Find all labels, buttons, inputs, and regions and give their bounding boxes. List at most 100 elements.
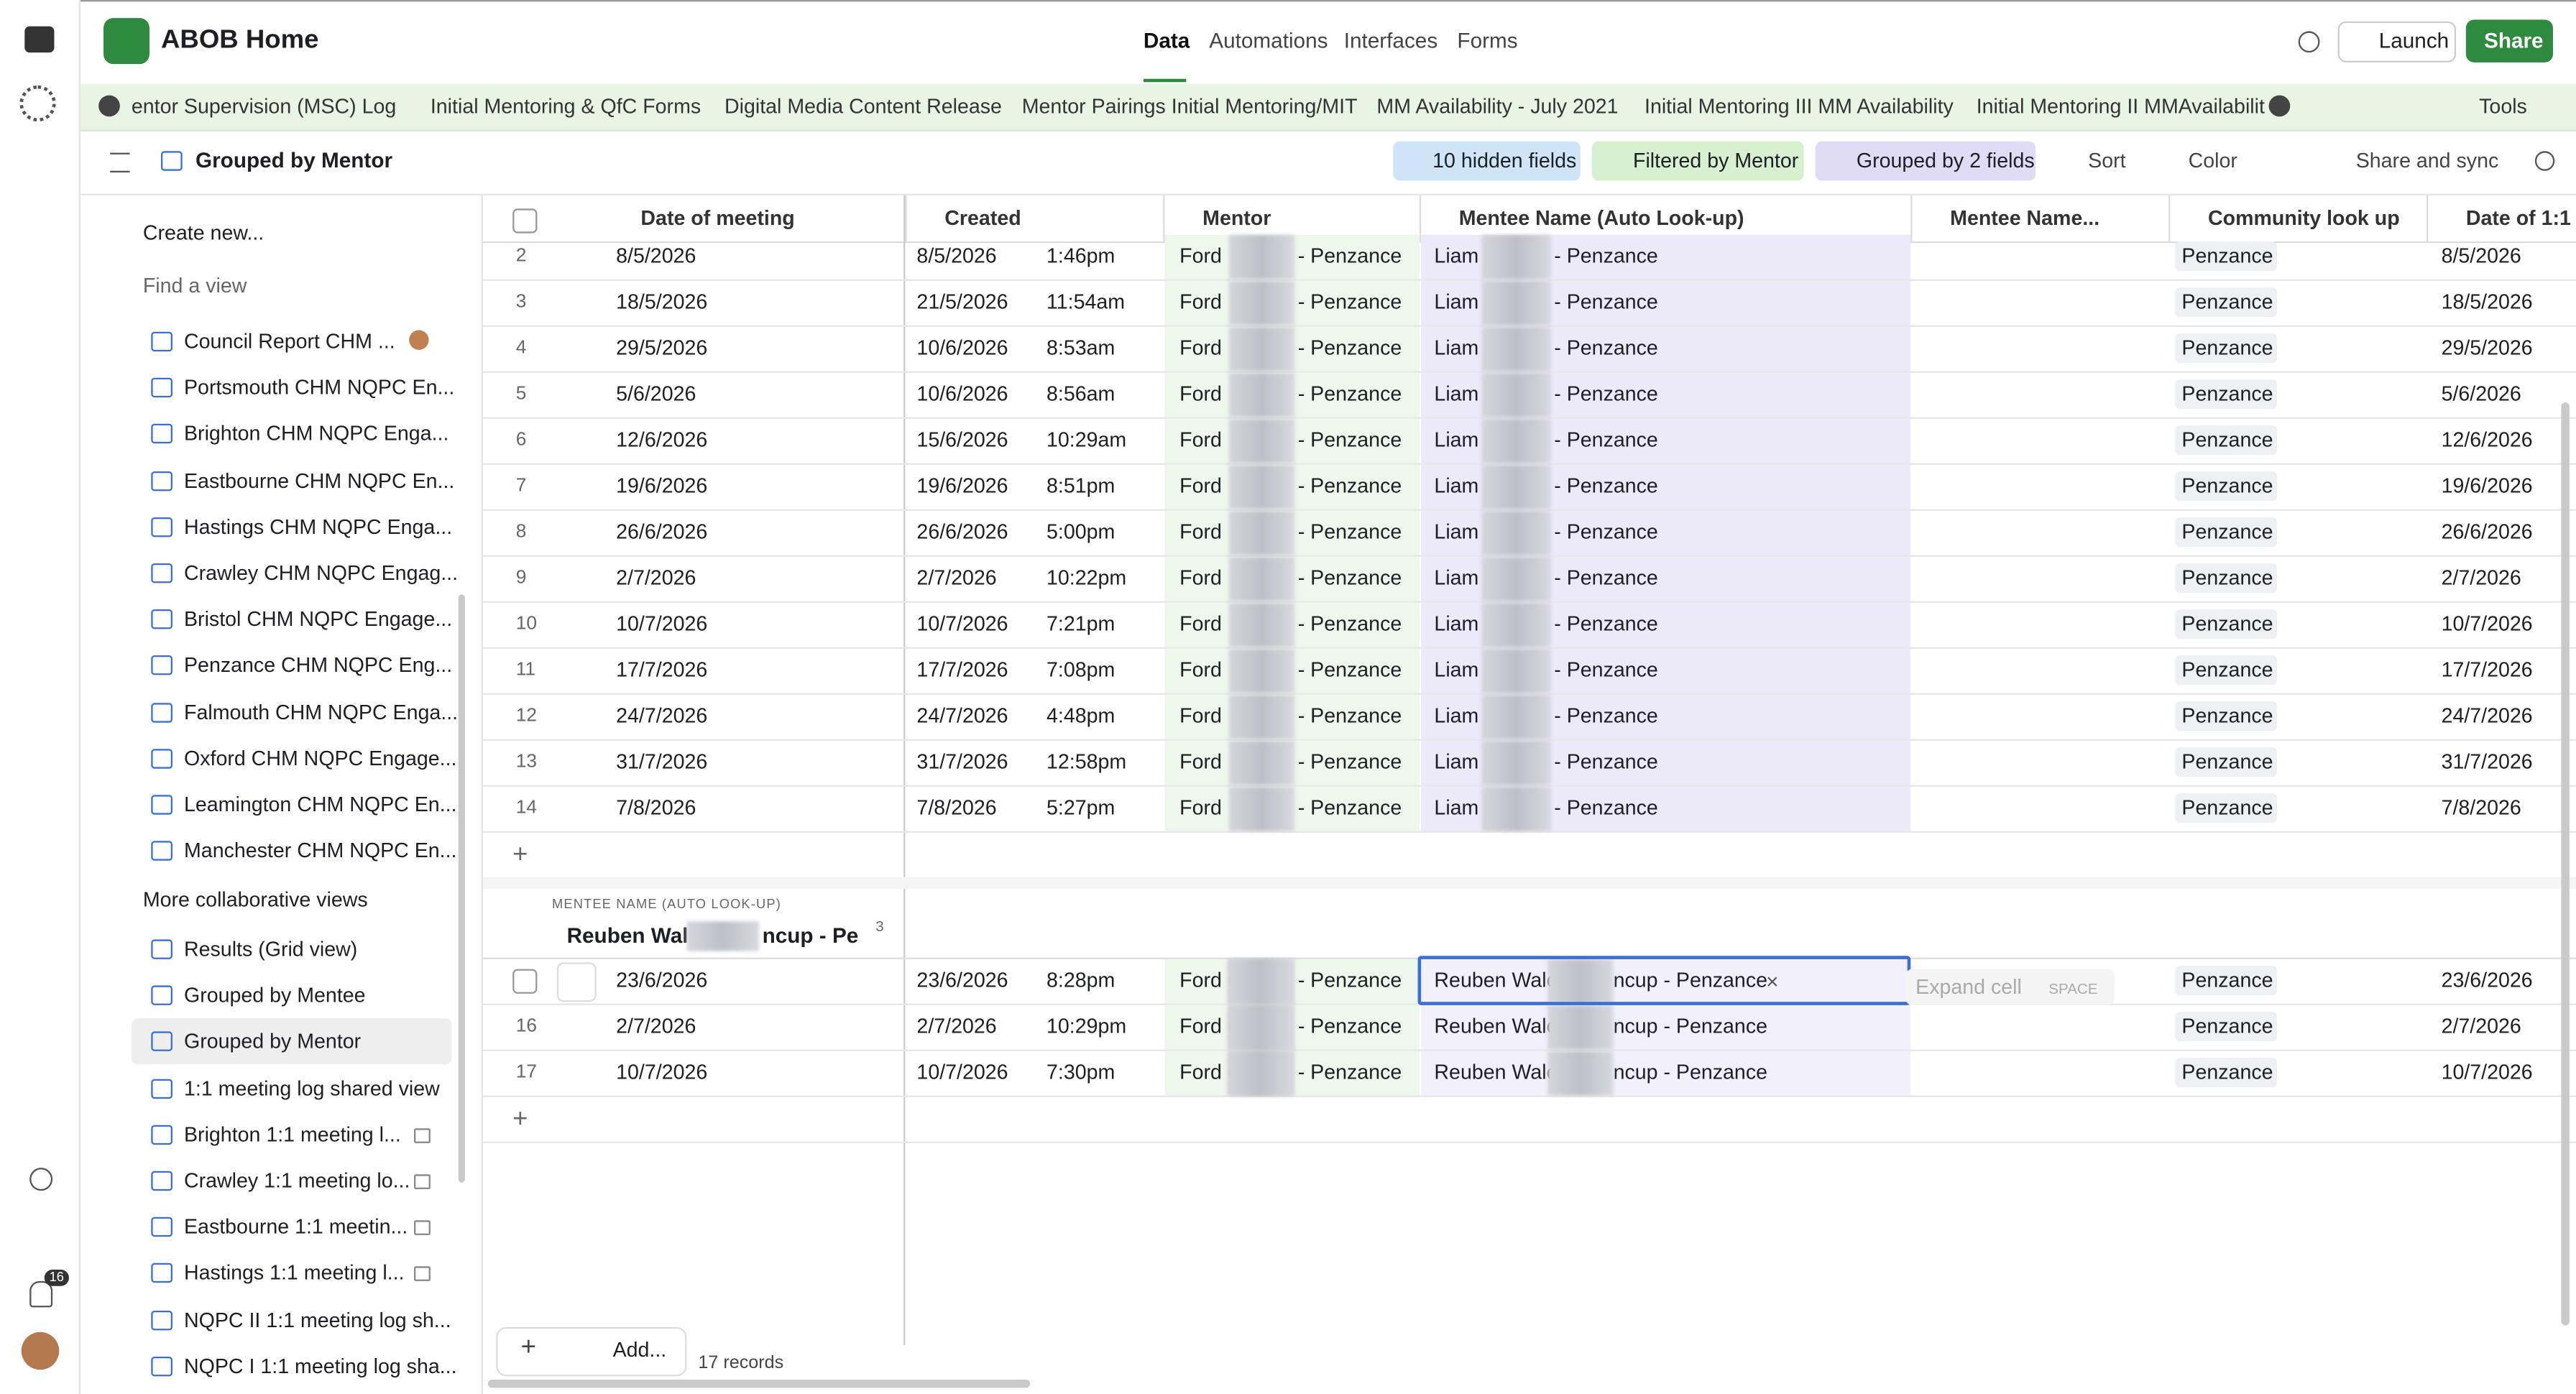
date-of-1to1[interactable]: 5/6/2026: [2441, 382, 2521, 406]
view-item[interactable]: Crawley CHM NQPC Engag...: [183, 561, 459, 585]
mentor-suffix[interactable]: - Penzance: [1297, 428, 1402, 452]
mentee-suffix[interactable]: - Penzance: [1554, 290, 1658, 314]
mentee-name[interactable]: Liam: [1434, 290, 1479, 314]
section-header[interactable]: More collaborative views: [142, 888, 368, 912]
view-item[interactable]: Hastings CHM NQPC Enga...: [183, 515, 453, 539]
bell-icon[interactable]: [29, 1280, 53, 1308]
view-item[interactable]: Grouped by Mentee: [183, 984, 366, 1007]
mentor-suffix[interactable]: - Penzance: [1297, 290, 1402, 314]
community[interactable]: Penzance: [2181, 474, 2273, 498]
mentee-name[interactable]: Liam: [1434, 520, 1479, 544]
created-date[interactable]: 21/5/2026: [916, 290, 1008, 314]
created-date[interactable]: 10/6/2026: [916, 382, 1008, 406]
mentor-name[interactable]: Ford: [1179, 520, 1222, 544]
mentee-name[interactable]: Liam: [1434, 658, 1479, 682]
mentor-name[interactable]: Ford: [1179, 796, 1222, 820]
column-header[interactable]: Community look up: [2207, 206, 2400, 230]
date-of-1to1[interactable]: 31/7/2026: [2441, 750, 2533, 774]
created-date[interactable]: 15/6/2026: [916, 428, 1008, 452]
add-plus[interactable]: +: [520, 1333, 536, 1362]
created-time[interactable]: 11:54am: [1046, 290, 1126, 314]
created-date[interactable]: 2/7/2026: [916, 566, 997, 590]
share-sync[interactable]: Share and sync: [2355, 149, 2499, 172]
mentee-name[interactable]: Liam: [1434, 474, 1479, 498]
add-label[interactable]: Add...: [612, 1338, 667, 1362]
share-button[interactable]: [2465, 19, 2553, 63]
mentor-name[interactable]: Ford: [1179, 336, 1222, 360]
date-of-1to1[interactable]: 19/6/2026: [2441, 474, 2533, 498]
date-of-1to1[interactable]: 2/7/2026: [2441, 1015, 2521, 1038]
mentor-name[interactable]: Ford: [1179, 704, 1222, 728]
mentee-name[interactable]: Liam: [1434, 796, 1479, 820]
created-date[interactable]: 10/7/2026: [916, 1061, 1008, 1084]
mentor-name[interactable]: Ford: [1179, 566, 1222, 590]
community[interactable]: Penzance: [2181, 796, 2273, 820]
date-of-meeting[interactable]: 31/7/2026: [616, 750, 708, 774]
view-item[interactable]: Results (Grid view): [183, 938, 358, 961]
view-item[interactable]: Brighton CHM NQPC Enga...: [183, 423, 449, 446]
created-date[interactable]: 23/6/2026: [916, 969, 1008, 992]
created-date[interactable]: 24/7/2026: [916, 704, 1008, 728]
table-tab[interactable]: MM Availability - July 2021: [1376, 95, 1619, 119]
community[interactable]: Penzance: [2181, 1061, 2273, 1084]
created-date[interactable]: 10/6/2026: [916, 336, 1008, 360]
view-item[interactable]: Portsmouth CHM NQPC En...: [183, 376, 455, 400]
column-header[interactable]: Created: [944, 206, 1021, 230]
created-date[interactable]: 17/7/2026: [916, 658, 1008, 682]
created-time[interactable]: 5:00pm: [1046, 520, 1116, 544]
group-value[interactable]: Reuben Wal: [566, 923, 689, 948]
view-item[interactable]: Manchester CHM NQPC En...: [183, 839, 457, 863]
mentee-suffix[interactable]: - Penzance: [1554, 428, 1658, 452]
mentee-suffix[interactable]: ncup - Penzance: [1613, 1015, 1767, 1038]
mentee-suffix[interactable]: - Penzance: [1554, 704, 1658, 728]
mentee-name[interactable]: Liam: [1434, 704, 1479, 728]
hidden-fields-chip[interactable]: [1393, 141, 1581, 181]
created-time[interactable]: 7:08pm: [1046, 658, 1116, 682]
created-time[interactable]: 8:53am: [1046, 336, 1116, 360]
created-time[interactable]: 8:56am: [1046, 382, 1116, 406]
community[interactable]: Penzance: [2181, 520, 2273, 544]
view-item[interactable]: Brighton 1:1 meeting l...: [183, 1122, 401, 1146]
created-date[interactable]: 10/7/2026: [916, 612, 1008, 636]
community[interactable]: Penzance: [2181, 612, 2273, 636]
mentor-name[interactable]: Ford: [1179, 658, 1222, 682]
table-tab[interactable]: Initial Mentoring III MM Availability: [1644, 95, 1954, 119]
view-item[interactable]: Penzance CHM NQPC Eng...: [183, 654, 453, 678]
view-item[interactable]: Eastbourne 1:1 meetin...: [183, 1215, 408, 1239]
row-checkbox[interactable]: [512, 969, 538, 994]
nav-tab[interactable]: Data: [1143, 27, 1190, 53]
base-name[interactable]: ABOB Home: [160, 26, 319, 55]
created-date[interactable]: 19/6/2026: [916, 474, 1008, 498]
date-of-meeting[interactable]: 10/7/2026: [616, 1061, 708, 1084]
filter[interactable]: Filtered by Mentor: [1632, 149, 1799, 172]
date-of-meeting[interactable]: 12/6/2026: [616, 428, 708, 452]
created-date[interactable]: 2/7/2026: [916, 1015, 997, 1038]
view-item[interactable]: Grouped by Mentor: [183, 1030, 362, 1054]
date-of-1to1[interactable]: 26/6/2026: [2441, 520, 2533, 544]
mentee-suffix[interactable]: ncup - Penzance: [1613, 1061, 1767, 1084]
mentee-name[interactable]: Liam: [1434, 566, 1479, 590]
mentee-suffix[interactable]: - Penzance: [1554, 244, 1658, 268]
date-of-meeting[interactable]: 5/6/2026: [616, 382, 696, 406]
history-icon[interactable]: [2298, 31, 2320, 53]
community[interactable]: Penzance: [2181, 428, 2273, 452]
community[interactable]: Penzance: [2181, 566, 2273, 590]
mentor-name[interactable]: Ford: [1179, 244, 1222, 268]
mentor-suffix[interactable]: - Penzance: [1297, 969, 1402, 992]
nav-tab[interactable]: Automations: [1209, 27, 1328, 53]
created-time[interactable]: 8:28pm: [1046, 969, 1116, 992]
tools-button[interactable]: Tools: [2479, 95, 2527, 119]
mentor-suffix[interactable]: - Penzance: [1297, 474, 1402, 498]
avatar[interactable]: [21, 1331, 60, 1370]
color[interactable]: Color: [2188, 149, 2237, 172]
created-time[interactable]: 1:46pm: [1046, 244, 1116, 268]
table-tab[interactable]: Mentor Pairings Initial Mentoring/MIT: [1021, 95, 1358, 119]
hidden-fields[interactable]: 10 hidden fields: [1432, 149, 1577, 172]
community[interactable]: Penzance: [2181, 658, 2273, 682]
view-item[interactable]: Bristol CHM NQPC Engage...: [183, 608, 453, 632]
mentor-name[interactable]: Ford (: [1179, 1061, 1235, 1084]
date-of-1to1[interactable]: 24/7/2026: [2441, 704, 2533, 728]
view-item[interactable]: 1:1 meeting log shared view: [183, 1076, 440, 1100]
date-of-meeting[interactable]: 8/5/2026: [616, 244, 696, 268]
created-time[interactable]: 12:58pm: [1046, 750, 1127, 774]
